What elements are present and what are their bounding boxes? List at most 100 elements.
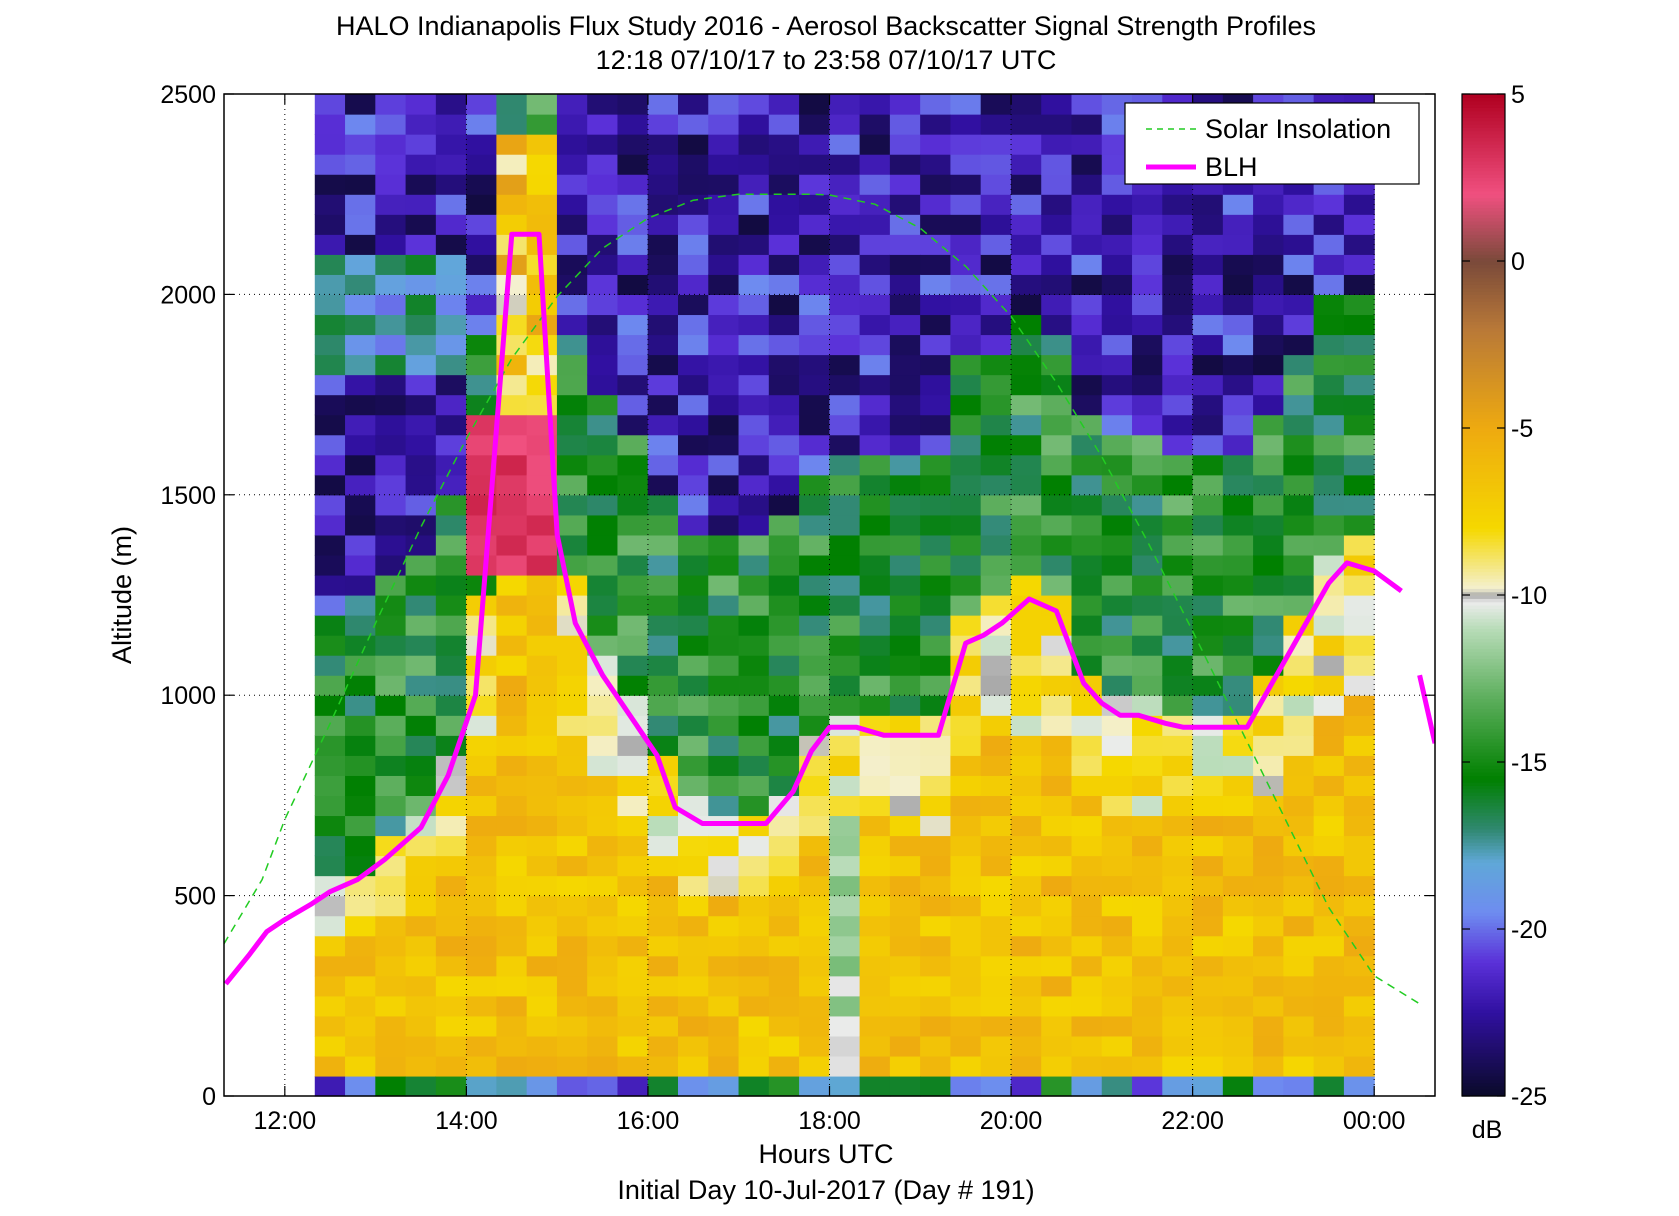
heatmap-cell: [1283, 895, 1315, 917]
heatmap-cell: [1192, 314, 1224, 336]
heatmap-cell: [1101, 514, 1133, 536]
heatmap-cell: [799, 494, 830, 516]
heatmap-cell: [859, 574, 891, 596]
heatmap-cell: [1010, 695, 1042, 716]
heatmap-cell: [496, 534, 528, 556]
colorbar-segment: [1462, 484, 1505, 489]
colorbar-segment: [1462, 885, 1505, 890]
colorbar-segment: [1462, 240, 1505, 245]
heatmap-cell: [920, 655, 952, 676]
heatmap-cell: [799, 394, 830, 416]
heatmap-cell: [1101, 795, 1133, 817]
heatmap-cell: [1283, 354, 1315, 376]
heatmap-cell: [496, 474, 528, 496]
heatmap-cell: [405, 334, 437, 356]
heatmap-cell: [1283, 374, 1315, 396]
heatmap-cell: [1071, 775, 1103, 796]
heatmap-cell: [587, 494, 619, 516]
heatmap-cell: [1010, 134, 1042, 155]
heatmap-cell: [587, 815, 619, 837]
colorbar-segment: [1462, 197, 1505, 202]
heatmap-cell: [829, 194, 861, 215]
colorbar-segment: [1462, 344, 1505, 349]
heatmap-cell: [1222, 574, 1254, 596]
heatmap-cell: [405, 855, 437, 877]
heatmap-cell: [1071, 915, 1103, 937]
heatmap-cell: [980, 234, 1012, 255]
heatmap-cell: [1101, 234, 1133, 255]
heatmap-cell: [768, 414, 800, 436]
heatmap-cell: [1313, 955, 1345, 977]
heatmap-cell: [1283, 454, 1315, 476]
heatmap-cell: [980, 294, 1012, 316]
heatmap-cell: [314, 474, 346, 496]
heatmap-cell: [345, 755, 376, 776]
heatmap-cell: [617, 915, 649, 937]
colorbar-segment: [1462, 327, 1505, 332]
heatmap-cell: [466, 214, 497, 235]
heatmap-cell: [1132, 995, 1163, 1017]
heatmap-cell: [1010, 755, 1042, 776]
heatmap-cell: [859, 254, 891, 275]
heatmap-cell: [375, 394, 407, 416]
heatmap-cell: [829, 615, 861, 636]
heatmap-cell: [1041, 494, 1073, 516]
heatmap-cell: [375, 655, 407, 676]
heatmap-cell: [768, 374, 800, 396]
heatmap-cell: [1343, 975, 1375, 997]
heatmap-cell: [859, 514, 891, 536]
heatmap-cell: [1041, 414, 1073, 436]
heatmap-cell: [587, 434, 619, 456]
heatmap-cell: [678, 374, 709, 396]
colorbar-segment: [1462, 564, 1505, 569]
heatmap-cell: [1101, 314, 1133, 336]
heatmap-cell: [1253, 234, 1284, 255]
heatmap-cell: [1101, 815, 1133, 837]
heatmap-cell: [678, 715, 709, 736]
heatmap-cell: [708, 695, 740, 716]
heatmap-cell: [1010, 675, 1042, 696]
heatmap-cell: [587, 274, 619, 295]
heatmap-cell: [647, 995, 679, 1017]
colorbar-segment: [1462, 788, 1505, 793]
heatmap-cell: [496, 1055, 528, 1077]
heatmap-cell: [920, 1055, 952, 1077]
heatmap-cell: [1313, 635, 1345, 656]
heatmap-cell: [950, 795, 982, 817]
heatmap-cell: [466, 314, 497, 336]
heatmap-cell: [435, 434, 467, 456]
heatmap-cell: [829, 955, 861, 977]
heatmap-cell: [1222, 294, 1254, 316]
heatmap-cell: [859, 1015, 891, 1037]
heatmap-cell: [1162, 1035, 1194, 1057]
heatmap-cell: [768, 254, 800, 275]
colorbar-segment: [1462, 581, 1505, 586]
heatmap-cell: [1071, 855, 1103, 877]
heatmap-cell: [738, 454, 770, 476]
heatmap-cell: [980, 775, 1012, 796]
heatmap-cell: [1313, 975, 1345, 997]
colorbar-segment: [1462, 1069, 1505, 1074]
colorbar-segment: [1462, 94, 1505, 98]
colorbar-segment: [1462, 1045, 1505, 1050]
heatmap-cell: [1222, 534, 1254, 556]
heatmap-cell: [1041, 1015, 1073, 1037]
heatmap-cell: [1192, 334, 1224, 356]
heatmap-cell: [466, 815, 497, 837]
heatmap-cell: [1313, 615, 1345, 636]
heatmap-cell: [1253, 254, 1284, 275]
heatmap-cell: [920, 154, 952, 175]
heatmap-cell: [678, 835, 709, 857]
heatmap-cell: [375, 354, 407, 376]
heatmap-cell: [1162, 815, 1194, 837]
heatmap-cell: [375, 334, 407, 356]
heatmap-cell: [708, 615, 740, 636]
colorbar-segment: [1462, 852, 1505, 857]
heatmap-cell: [435, 534, 467, 556]
heatmap-cell: [768, 334, 800, 356]
heatmap-cell: [556, 875, 588, 897]
heatmap-cell: [1071, 955, 1103, 977]
heatmap-cell: [1283, 815, 1315, 837]
heatmap-cell: [1071, 635, 1103, 656]
heatmap-cell: [859, 695, 891, 716]
